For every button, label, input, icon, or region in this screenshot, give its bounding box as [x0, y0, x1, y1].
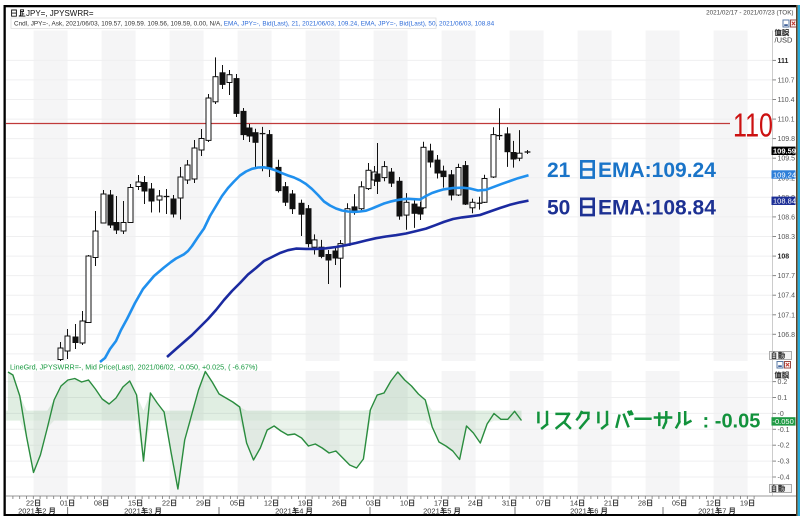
svg-text:31: 31	[502, 499, 510, 508]
svg-text:-0: -0	[778, 411, 784, 418]
svg-text:110.7: 110.7	[778, 77, 795, 84]
svg-text:21: 21	[547, 159, 571, 182]
svg-text:07: 07	[536, 499, 544, 508]
svg-text:01: 01	[60, 499, 68, 508]
svg-text:2: 2	[42, 507, 46, 516]
svg-text:6: 6	[594, 507, 598, 516]
svg-text:21: 21	[604, 499, 612, 508]
svg-text:-0.050: -0.050	[773, 417, 794, 426]
svg-text:-0.2: -0.2	[778, 443, 790, 450]
svg-text:EMA:108.84: EMA:108.84	[598, 197, 716, 220]
svg-text:2021: 2021	[275, 507, 292, 516]
svg-text:LineGrd, JPYSWRR=-, Mid Price(: LineGrd, JPYSWRR=-, Mid Price(Last), 202…	[10, 363, 258, 372]
svg-text:24: 24	[468, 499, 476, 508]
svg-text:4: 4	[299, 507, 303, 516]
svg-text:2021: 2021	[18, 507, 35, 516]
svg-text:108.3: 108.3	[778, 234, 796, 241]
svg-text:110.1: 110.1	[778, 117, 795, 124]
svg-text:2021: 2021	[124, 507, 141, 516]
svg-text:109.59: 109.59	[773, 147, 796, 156]
svg-text:108.6: 108.6	[778, 214, 796, 221]
svg-text:08: 08	[94, 499, 102, 508]
svg-text:15: 15	[128, 499, 136, 508]
svg-text:107.7: 107.7	[778, 273, 796, 280]
svg-text:2021/02/17 - 2021/07/23 (TOK): 2021/02/17 - 2021/07/23 (TOK)	[706, 10, 793, 17]
svg-text:-0.1: -0.1	[778, 427, 790, 434]
svg-text:5: 5	[447, 507, 451, 516]
svg-text:50: 50	[547, 197, 570, 220]
svg-text:22: 22	[162, 499, 170, 508]
svg-text:14: 14	[570, 499, 578, 508]
svg-text:2021: 2021	[570, 507, 587, 516]
svg-text:109.24: 109.24	[773, 170, 796, 179]
svg-text:12: 12	[264, 499, 272, 508]
svg-text:JPY=, JPYSWRR=: JPY=, JPYSWRR=	[26, 9, 94, 18]
svg-text:05: 05	[230, 499, 238, 508]
svg-text:110.4: 110.4	[778, 97, 795, 104]
svg-text:26: 26	[332, 499, 340, 508]
svg-text:109.5: 109.5	[778, 156, 796, 163]
svg-text:03: 03	[366, 499, 374, 508]
svg-text:17: 17	[434, 499, 442, 508]
svg-text:2021: 2021	[698, 507, 715, 516]
svg-text:29: 29	[196, 499, 204, 508]
svg-text:2021: 2021	[423, 507, 440, 516]
svg-text:19: 19	[740, 499, 748, 508]
svg-text:05: 05	[672, 499, 680, 508]
svg-text:19: 19	[298, 499, 306, 508]
svg-text:EMA:109.24: EMA:109.24	[598, 159, 716, 182]
svg-text:107.4: 107.4	[778, 293, 796, 300]
svg-text:28: 28	[638, 499, 646, 508]
svg-text:22: 22	[26, 499, 34, 508]
svg-text:108.84: 108.84	[773, 197, 796, 206]
svg-text:0.1: 0.1	[778, 395, 788, 402]
svg-text:10: 10	[400, 499, 408, 508]
svg-text:106.8: 106.8	[778, 332, 796, 339]
svg-text:0.2: 0.2	[778, 379, 788, 386]
svg-text:-0.4: -0.4	[778, 475, 790, 482]
svg-text:111: 111	[778, 58, 789, 65]
svg-text:110: 110	[733, 108, 773, 145]
svg-text:109.2: 109.2	[778, 175, 796, 182]
svg-text:/USD: /USD	[775, 36, 794, 45]
svg-text:12: 12	[706, 499, 714, 508]
svg-text:107.1: 107.1	[778, 312, 796, 319]
svg-text:Cndl, JPY=-, Ask, 2021/06/03,: Cndl, JPY=-, Ask, 2021/06/03, 109.57, 10…	[14, 21, 495, 28]
svg-text:: -0.05: : -0.05	[693, 411, 760, 433]
svg-text:7: 7	[722, 507, 726, 516]
svg-text:-0.3: -0.3	[778, 459, 790, 466]
svg-text:108: 108	[778, 254, 790, 261]
svg-text:109.8: 109.8	[778, 136, 796, 143]
svg-text:3: 3	[148, 507, 152, 516]
